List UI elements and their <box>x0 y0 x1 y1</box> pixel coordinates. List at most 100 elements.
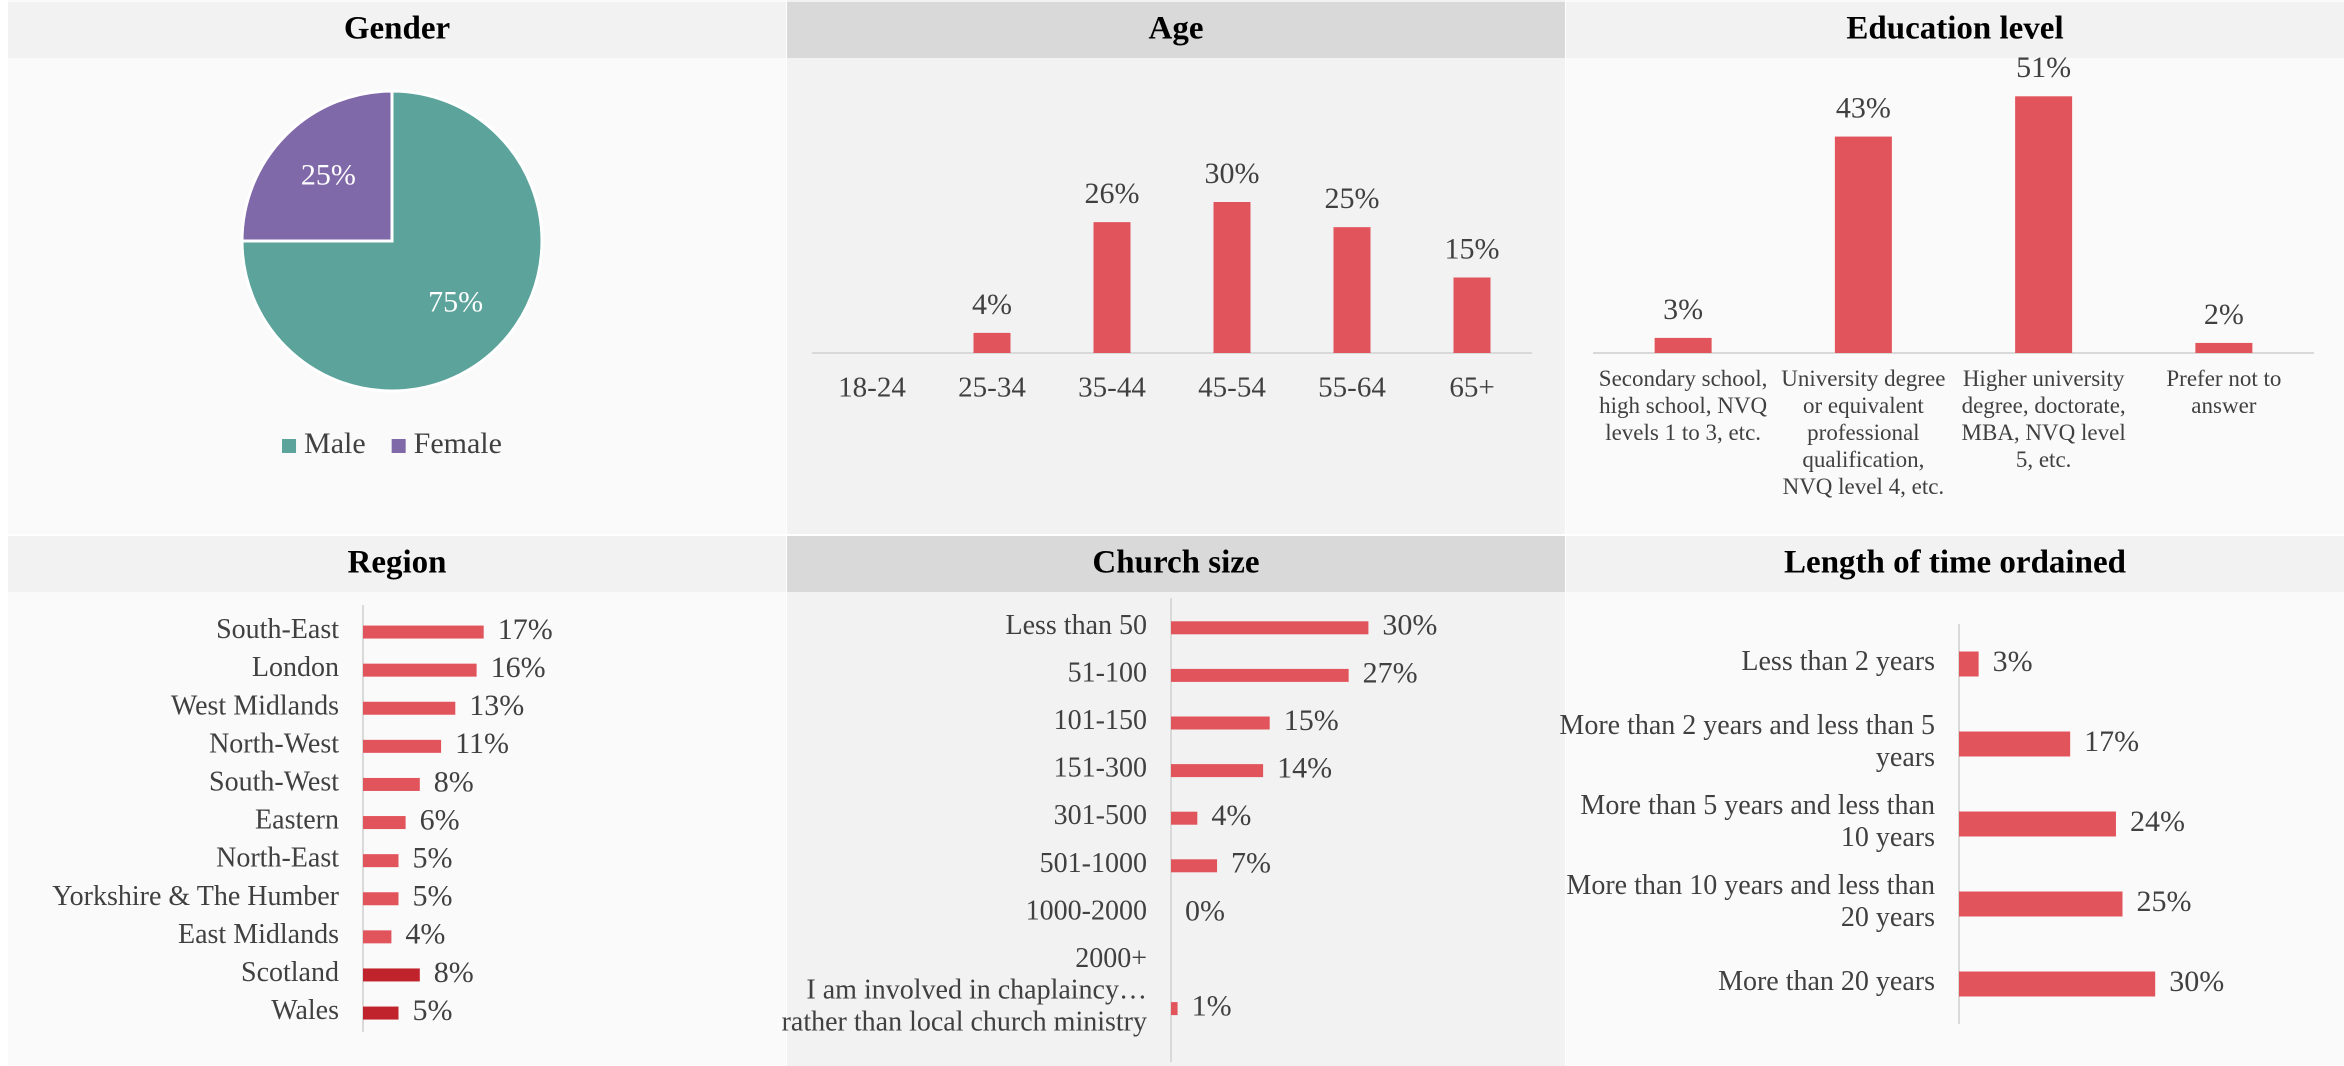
chart-title: Region <box>348 545 447 581</box>
data-label: 51% <box>2016 51 2071 84</box>
data-label: 24% <box>2130 805 2185 838</box>
data-label: 5% <box>413 880 453 913</box>
data-label: 8% <box>434 765 474 798</box>
bar <box>363 854 399 868</box>
bar <box>973 332 1011 353</box>
panel-header <box>8 536 786 592</box>
chart-title: Gender <box>344 11 450 47</box>
panel-header <box>8 2 786 58</box>
y-tick-label: More than 20 years <box>1718 966 1935 997</box>
x-tick-label: 35-44 <box>1078 372 1146 404</box>
bar <box>1171 621 1369 635</box>
data-label: 25% <box>301 158 356 191</box>
legend-swatch <box>391 439 406 453</box>
y-tick-label: 51-100 <box>1068 658 1147 689</box>
data-label: 17% <box>2084 725 2139 758</box>
chart-title: Education level <box>1846 11 2063 47</box>
bar <box>1453 277 1491 353</box>
data-label: 26% <box>1085 177 1140 210</box>
bar <box>1959 731 2071 757</box>
data-label: 3% <box>1993 645 2033 678</box>
legend-label: Female <box>414 427 502 460</box>
x-tick-label: 18-24 <box>838 372 906 404</box>
y-tick-label: Scotland <box>241 957 339 988</box>
chart-title: Age <box>1149 11 1204 47</box>
x-tick-label: 55-64 <box>1318 372 1386 404</box>
bar <box>1333 227 1371 353</box>
y-tick-label: 101-150 <box>1054 705 1147 736</box>
y-tick-label: I am involved in chaplaincy… rather than … <box>782 975 1147 1038</box>
data-label: 1% <box>1192 989 1232 1022</box>
bar <box>363 968 420 982</box>
data-label: 6% <box>420 803 460 836</box>
bar <box>1171 764 1264 778</box>
y-tick-label: East Midlands <box>178 919 339 950</box>
bar <box>1834 136 1892 353</box>
bar <box>1959 971 2156 997</box>
y-tick-label: North-West <box>209 729 339 760</box>
panel <box>787 0 1565 534</box>
y-tick-label: More than 5 years and less than 10 years <box>1580 790 1935 853</box>
bar <box>1959 811 2116 837</box>
data-label: 8% <box>434 956 474 989</box>
y-tick-label: Eastern <box>255 805 339 836</box>
panel <box>1566 0 2344 534</box>
bar <box>363 777 420 791</box>
y-tick-label: North-East <box>216 843 339 874</box>
data-label: 11% <box>455 727 509 760</box>
bar <box>1093 222 1131 353</box>
data-label: 3% <box>1663 293 1703 326</box>
panel-header <box>787 2 1565 58</box>
y-tick-label: West Midlands <box>171 691 339 722</box>
chart-title: Church size <box>1092 545 1259 581</box>
y-tick-label: 501-1000 <box>1040 848 1147 879</box>
data-label: 13% <box>469 689 524 722</box>
x-tick-label: 25-34 <box>958 372 1026 404</box>
bar <box>2015 96 2073 354</box>
data-label: 14% <box>1277 751 1332 784</box>
y-tick-label: Less than 2 years <box>1741 646 1935 677</box>
data-label: 4% <box>405 918 445 951</box>
bar <box>363 739 442 753</box>
bar <box>363 1006 399 1020</box>
data-label: 27% <box>1363 656 1418 689</box>
data-label: 5% <box>413 842 453 875</box>
data-label: 5% <box>413 994 453 1027</box>
y-tick-label: Less than 50 <box>1005 610 1147 641</box>
y-tick-label: South-East <box>216 614 339 645</box>
y-tick-label: 301-500 <box>1054 801 1147 832</box>
x-tick-label: 65+ <box>1449 372 1494 404</box>
data-label: 25% <box>2137 885 2192 918</box>
data-label: 30% <box>2169 965 2224 998</box>
bar <box>363 625 484 639</box>
bar <box>2195 342 2253 353</box>
bar <box>363 930 392 944</box>
data-label: 15% <box>1445 232 1500 265</box>
x-tick-label: Higher university degree, doctorate, MBA, … <box>1962 366 2126 472</box>
legend-swatch <box>282 439 297 453</box>
bar <box>1213 202 1251 353</box>
panel-header <box>1566 536 2344 592</box>
data-label: 16% <box>491 651 546 684</box>
data-label: 17% <box>498 613 553 646</box>
y-tick-label: 2000+ <box>1075 943 1147 974</box>
y-tick-label: Wales <box>271 995 339 1026</box>
y-tick-label: London <box>252 653 339 684</box>
data-label: 30% <box>1205 157 1260 190</box>
panel <box>8 536 786 1066</box>
y-tick-label: More than 2 years and less than 5 years <box>1559 710 1935 773</box>
data-label: 7% <box>1231 847 1271 880</box>
bar <box>1171 811 1198 825</box>
pie-slice <box>240 89 394 243</box>
bar <box>363 892 399 906</box>
data-label: 4% <box>972 288 1012 321</box>
data-label: 2% <box>2204 298 2244 331</box>
x-tick-label: Secondary school, high school, NVQ levels … <box>1599 366 1768 445</box>
bar <box>1654 337 1712 353</box>
x-tick-label: 45-54 <box>1198 372 1266 404</box>
chart-title: Length of time ordained <box>1784 545 2126 581</box>
data-label: 4% <box>1211 799 1251 832</box>
bar <box>1959 891 2123 917</box>
